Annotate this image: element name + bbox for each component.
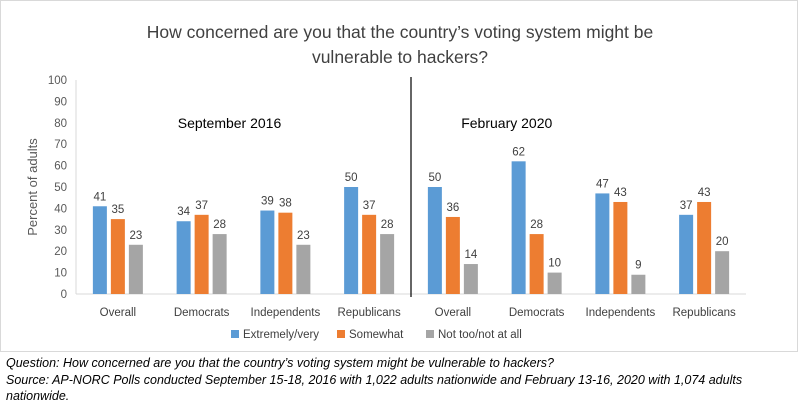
- x-tick-label: Independents: [251, 307, 321, 319]
- y-tick-label: 30: [54, 225, 67, 237]
- x-tick-label: Overall: [100, 307, 136, 319]
- legend-swatch: [426, 330, 434, 338]
- bar: [511, 161, 526, 294]
- bar: [212, 234, 227, 294]
- x-tick-label: Independents: [586, 307, 656, 319]
- data-label: 35: [111, 204, 124, 216]
- bar: [296, 244, 311, 294]
- legend-label: Somewhat: [349, 329, 404, 341]
- bar: [595, 193, 610, 294]
- bar: [176, 221, 191, 294]
- bar: [427, 187, 442, 294]
- data-label: 50: [428, 172, 441, 184]
- data-label: 28: [530, 219, 543, 231]
- bar: [613, 201, 628, 294]
- data-label: 28: [213, 219, 226, 231]
- bar: [380, 234, 395, 294]
- chart-frame: How concerned are you that the country’s…: [0, 0, 798, 352]
- bar: [715, 251, 730, 294]
- bar: [194, 214, 209, 294]
- x-tick-label: Republicans: [337, 307, 401, 319]
- legend-swatch: [231, 330, 239, 338]
- bar: [697, 201, 712, 294]
- x-tick-label: Democrats: [174, 307, 230, 319]
- data-label: 41: [93, 191, 106, 203]
- source-note: Source: AP-NORC Polls conducted Septembe…: [6, 372, 743, 404]
- y-tick-label: 100: [48, 75, 67, 87]
- data-label: 37: [680, 200, 693, 212]
- question-note: Question: How concerned are you that the…: [6, 356, 554, 370]
- data-label: 43: [698, 187, 711, 199]
- data-label: 39: [261, 196, 274, 208]
- bar: [463, 264, 478, 294]
- data-label: 34: [177, 206, 190, 218]
- y-tick-label: 10: [54, 268, 67, 280]
- bar: [260, 210, 275, 294]
- x-tick-label: Democrats: [509, 307, 565, 319]
- data-label: 20: [716, 236, 729, 248]
- bar: [445, 216, 460, 294]
- data-label: 62: [512, 146, 525, 158]
- data-label: 14: [464, 249, 477, 261]
- data-label: 9: [635, 260, 641, 272]
- bar: [110, 219, 125, 294]
- y-tick-label: 60: [54, 161, 67, 173]
- bar: [529, 234, 544, 294]
- bar: [92, 206, 107, 294]
- data-label: 47: [596, 178, 609, 190]
- y-axis-label: Percent of adults: [25, 138, 40, 236]
- data-label: 38: [279, 198, 292, 210]
- y-tick-label: 40: [54, 203, 67, 215]
- bar: [679, 214, 694, 294]
- bar: [278, 212, 293, 294]
- x-tick-label: Republicans: [672, 307, 736, 319]
- x-tick-label: Overall: [435, 307, 471, 319]
- data-label: 23: [297, 230, 310, 242]
- bar: [362, 214, 377, 294]
- legend-label: Extremely/very: [243, 329, 319, 341]
- data-label: 23: [129, 230, 142, 242]
- bar: [631, 274, 646, 294]
- y-tick-label: 0: [61, 289, 67, 301]
- data-label: 28: [381, 219, 394, 231]
- y-tick-label: 90: [54, 96, 67, 108]
- period-label: September 2016: [178, 115, 282, 131]
- data-label: 36: [446, 202, 459, 214]
- data-label: 43: [614, 187, 627, 199]
- y-tick-label: 70: [54, 139, 67, 151]
- legend-label: Not too/not at all: [438, 329, 522, 341]
- bar: [128, 244, 143, 294]
- chart-notes: Question: How concerned are you that the…: [6, 355, 796, 405]
- data-label: 10: [548, 258, 561, 270]
- chart-title-line: How concerned are you that the country’s…: [147, 22, 653, 42]
- bar: [547, 272, 562, 294]
- chart-title-line: vulnerable to hackers?: [312, 47, 488, 67]
- data-label: 50: [345, 172, 358, 184]
- legend-swatch: [337, 330, 345, 338]
- period-label: February 2020: [461, 115, 552, 131]
- chart-svg: How concerned are you that the country’s…: [25, 22, 746, 341]
- data-label: 37: [195, 200, 208, 212]
- y-tick-label: 20: [54, 246, 67, 258]
- y-tick-label: 50: [54, 182, 67, 194]
- bar: [344, 187, 359, 294]
- data-label: 37: [363, 200, 376, 212]
- y-tick-label: 80: [54, 118, 67, 130]
